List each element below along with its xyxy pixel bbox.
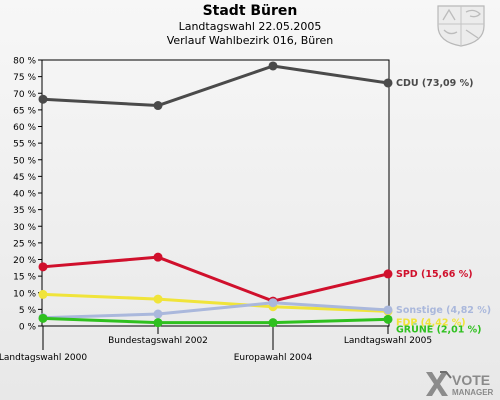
y-tick-label: 70 % [13, 90, 36, 100]
y-tick-label: 75 % [13, 73, 36, 83]
y-tick-label: 40 % [13, 190, 36, 200]
y-tick-label: 0 % [19, 323, 37, 333]
chart-header: Stadt Büren Landtagswahl 22.05.2005 Verl… [0, 3, 500, 48]
vote-manager-logo-icon: VOTE MANAGER [426, 371, 494, 397]
data-point [383, 305, 393, 315]
series-end-label: Sonstige (4,82 %) [396, 305, 491, 316]
y-tick-label: 10 % [13, 289, 36, 299]
y-tick-label: 25 % [13, 239, 36, 249]
data-point [383, 269, 393, 279]
x-tick-label: Bundestagswahl 2002 [108, 336, 208, 346]
x-tick-label: Europawahl 2004 [234, 353, 313, 363]
chart-subtitle-district: Verlauf Wahlbezirk 016, Büren [166, 34, 334, 47]
logo-vote-text: VOTE [452, 372, 490, 388]
data-point [153, 309, 163, 319]
chart-subtitle-election: Landtagswahl 22.05.2005 [178, 20, 322, 33]
data-point [268, 318, 278, 328]
data-point [268, 298, 278, 308]
series-grüne: GRÜNE (2,01 %) [38, 313, 482, 335]
y-tick-label: 55 % [13, 140, 36, 150]
series-end-label: CDU (73,09 %) [396, 78, 473, 89]
series-end-label: FDP (4,42 %) [396, 317, 466, 328]
series-line [42, 301, 389, 320]
y-tick-label: 35 % [13, 206, 36, 216]
series-line [42, 255, 389, 303]
data-point [383, 78, 393, 88]
series-line [42, 292, 389, 313]
series-line [42, 64, 389, 108]
y-tick-label: 5 % [19, 306, 37, 316]
y-tick-label: 65 % [13, 106, 36, 116]
coat-of-arms-icon [437, 5, 485, 47]
series-cdu: CDU (73,09 %) [38, 61, 473, 111]
data-point [38, 94, 48, 104]
series-spd: SPD (15,66 %) [38, 252, 473, 306]
chart-title: Stadt Büren [202, 3, 298, 19]
y-tick-label: 45 % [13, 173, 36, 183]
series-fdp: FDP (4,42 %) [38, 289, 466, 328]
logo-manager-text: MANAGER [452, 388, 494, 397]
y-tick-label: 30 % [13, 223, 36, 233]
data-point [383, 314, 393, 324]
data-point [153, 101, 163, 111]
data-point [153, 294, 163, 304]
y-tick-label: 15 % [13, 273, 36, 283]
series-end-label: SPD (15,66 %) [396, 269, 473, 280]
y-tick-label: 50 % [13, 156, 36, 166]
data-point [153, 252, 163, 262]
data-point [268, 61, 278, 71]
y-tick-label: 80 % [13, 57, 36, 67]
y-tick-label: 60 % [13, 123, 36, 133]
data-point [153, 318, 163, 328]
data-point [38, 289, 48, 299]
series-end-label: GRÜNE (2,01 %) [396, 324, 482, 335]
x-tick-label: Landtagswahl 2005 [344, 336, 432, 346]
x-tick-label: Landtagswahl 2000 [0, 353, 87, 363]
y-tick-label: 20 % [13, 256, 36, 266]
data-point [38, 262, 48, 272]
data-point [38, 313, 48, 323]
series-line [42, 316, 389, 325]
